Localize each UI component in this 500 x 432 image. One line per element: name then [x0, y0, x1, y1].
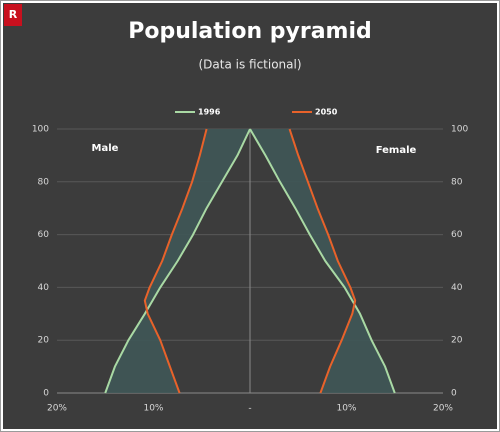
y-tick-label: 20	[38, 336, 50, 346]
x-tick-label: -	[248, 404, 251, 414]
y-tick-label: 60	[38, 230, 50, 240]
y2-tick-label: 80	[451, 177, 463, 187]
logo: R	[9, 8, 18, 21]
y-tick-label: 80	[38, 177, 50, 187]
legend-label: 2050	[315, 108, 338, 117]
chart-subtitle: (Data is fictional)	[198, 58, 301, 72]
line-male	[143, 128, 208, 394]
female-label: Female	[376, 145, 417, 156]
y2-tick-label: 20	[451, 336, 463, 346]
line-male	[104, 128, 251, 394]
male-label: Male	[92, 143, 119, 154]
line-female	[288, 128, 357, 394]
y2-tick-label: 40	[451, 283, 463, 293]
y2-tick-label: 0	[451, 389, 457, 399]
x-tick-label: 20%	[433, 404, 453, 414]
x-tick-label: 20%	[47, 404, 67, 414]
logo-box	[4, 4, 22, 26]
y-tick-label: 0	[43, 389, 49, 399]
y2-tick-label: 60	[451, 230, 463, 240]
y-tick-label: 100	[32, 125, 49, 135]
area-between	[250, 129, 395, 393]
legend-label: 1996	[198, 108, 221, 117]
x-tick-label: 10%	[336, 404, 356, 414]
y2-tick-label: 100	[451, 125, 468, 135]
y-tick-label: 40	[38, 283, 50, 293]
chart-title: Population pyramid	[128, 19, 372, 44]
x-tick-label: 10%	[143, 404, 163, 414]
line-female	[249, 128, 396, 394]
